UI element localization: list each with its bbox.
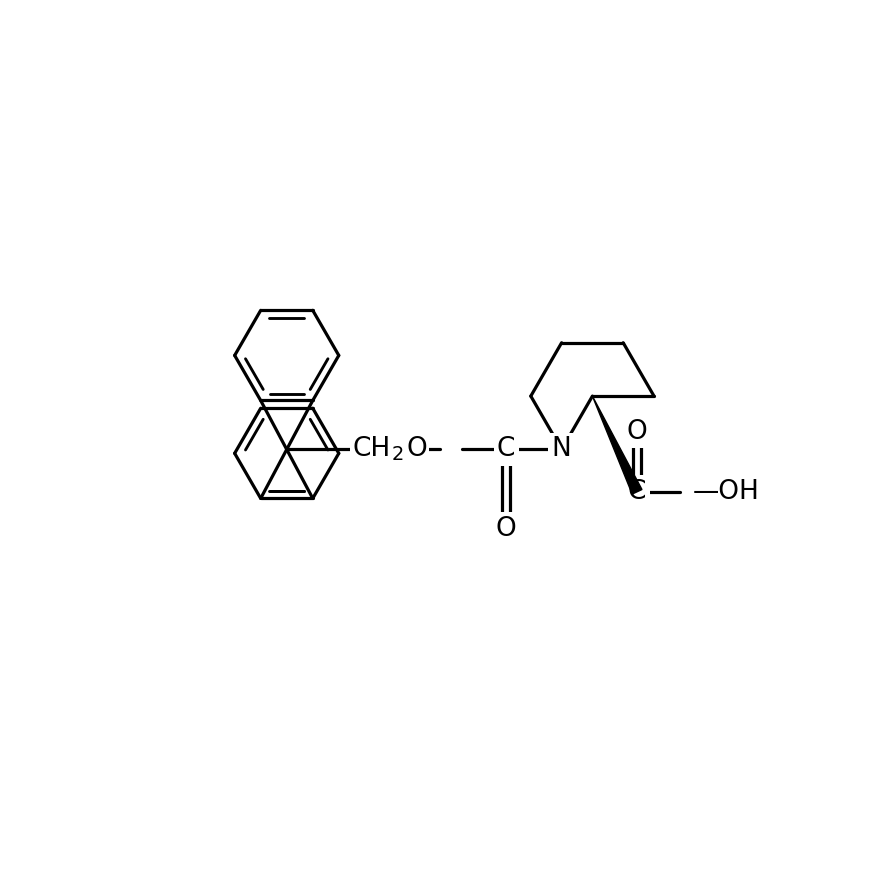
Text: O: O — [627, 418, 647, 445]
Text: C: C — [497, 436, 515, 463]
Text: O: O — [496, 516, 516, 542]
Text: 2: 2 — [392, 445, 404, 465]
Text: N: N — [552, 436, 571, 463]
Text: C: C — [627, 479, 646, 505]
Text: CH: CH — [352, 436, 391, 463]
Polygon shape — [593, 396, 642, 494]
Text: —OH: —OH — [692, 479, 759, 505]
Text: O: O — [406, 436, 427, 463]
